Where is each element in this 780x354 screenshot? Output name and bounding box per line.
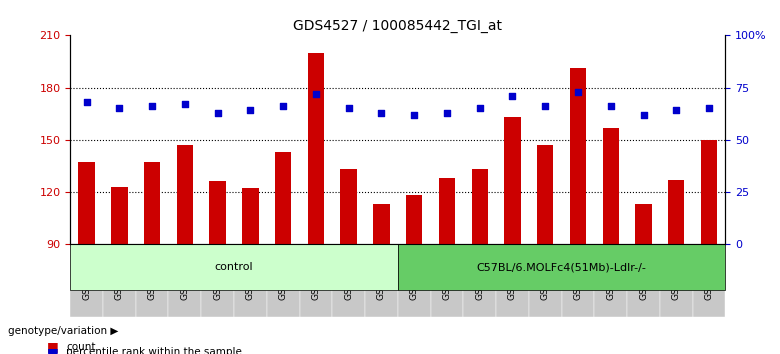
Text: ■: ■	[47, 346, 58, 354]
FancyBboxPatch shape	[496, 244, 529, 317]
Point	[277, 103, 289, 109]
Point	[703, 105, 715, 111]
Bar	[243, 188, 259, 244]
Point	[572, 89, 584, 95]
Bar	[439, 178, 456, 244]
Point	[179, 101, 191, 107]
Point	[310, 91, 322, 97]
Point	[146, 103, 158, 109]
Bar	[79, 162, 95, 244]
Point	[113, 105, 126, 111]
FancyBboxPatch shape	[70, 244, 103, 317]
Bar	[701, 140, 718, 244]
FancyBboxPatch shape	[660, 244, 693, 317]
FancyBboxPatch shape	[431, 244, 463, 317]
Bar	[636, 204, 652, 244]
FancyBboxPatch shape	[398, 244, 431, 317]
Bar	[668, 179, 685, 244]
Bar	[472, 169, 488, 244]
Point	[342, 105, 355, 111]
Bar	[308, 53, 324, 244]
FancyBboxPatch shape	[693, 244, 725, 317]
Point	[375, 110, 388, 115]
FancyBboxPatch shape	[103, 244, 136, 317]
FancyBboxPatch shape	[562, 244, 594, 317]
Text: percentile rank within the sample: percentile rank within the sample	[66, 347, 242, 354]
Point	[604, 103, 617, 109]
Bar	[603, 127, 619, 244]
FancyBboxPatch shape	[398, 244, 725, 290]
Point	[637, 112, 650, 118]
Bar	[537, 145, 554, 244]
Title: GDS4527 / 100085442_TGI_at: GDS4527 / 100085442_TGI_at	[293, 19, 502, 33]
Text: C57BL/6.MOLFc4(51Mb)-Ldlr-/-: C57BL/6.MOLFc4(51Mb)-Ldlr-/-	[477, 262, 647, 272]
Bar	[210, 181, 226, 244]
Point	[506, 93, 519, 99]
FancyBboxPatch shape	[70, 244, 398, 290]
Bar	[144, 162, 161, 244]
FancyBboxPatch shape	[136, 244, 168, 317]
Bar	[176, 145, 193, 244]
FancyBboxPatch shape	[627, 244, 660, 317]
Point	[211, 110, 224, 115]
FancyBboxPatch shape	[332, 244, 365, 317]
Text: control: control	[215, 262, 254, 272]
Point	[408, 112, 420, 118]
FancyBboxPatch shape	[201, 244, 234, 317]
Point	[441, 110, 453, 115]
Text: ■: ■	[47, 341, 58, 353]
Point	[244, 108, 257, 113]
Bar	[505, 117, 521, 244]
FancyBboxPatch shape	[594, 244, 627, 317]
Bar	[406, 195, 423, 244]
Point	[473, 105, 486, 111]
FancyBboxPatch shape	[463, 244, 496, 317]
Point	[539, 103, 551, 109]
Bar	[570, 68, 587, 244]
FancyBboxPatch shape	[267, 244, 300, 317]
Bar	[275, 152, 292, 244]
Text: genotype/variation ▶: genotype/variation ▶	[8, 326, 119, 336]
Point	[80, 99, 93, 105]
FancyBboxPatch shape	[529, 244, 562, 317]
FancyBboxPatch shape	[168, 244, 201, 317]
Bar	[112, 187, 128, 244]
Point	[670, 108, 682, 113]
FancyBboxPatch shape	[300, 244, 332, 317]
Bar	[374, 204, 390, 244]
FancyBboxPatch shape	[234, 244, 267, 317]
Text: count: count	[66, 342, 96, 352]
FancyBboxPatch shape	[365, 244, 398, 317]
Bar	[341, 169, 357, 244]
